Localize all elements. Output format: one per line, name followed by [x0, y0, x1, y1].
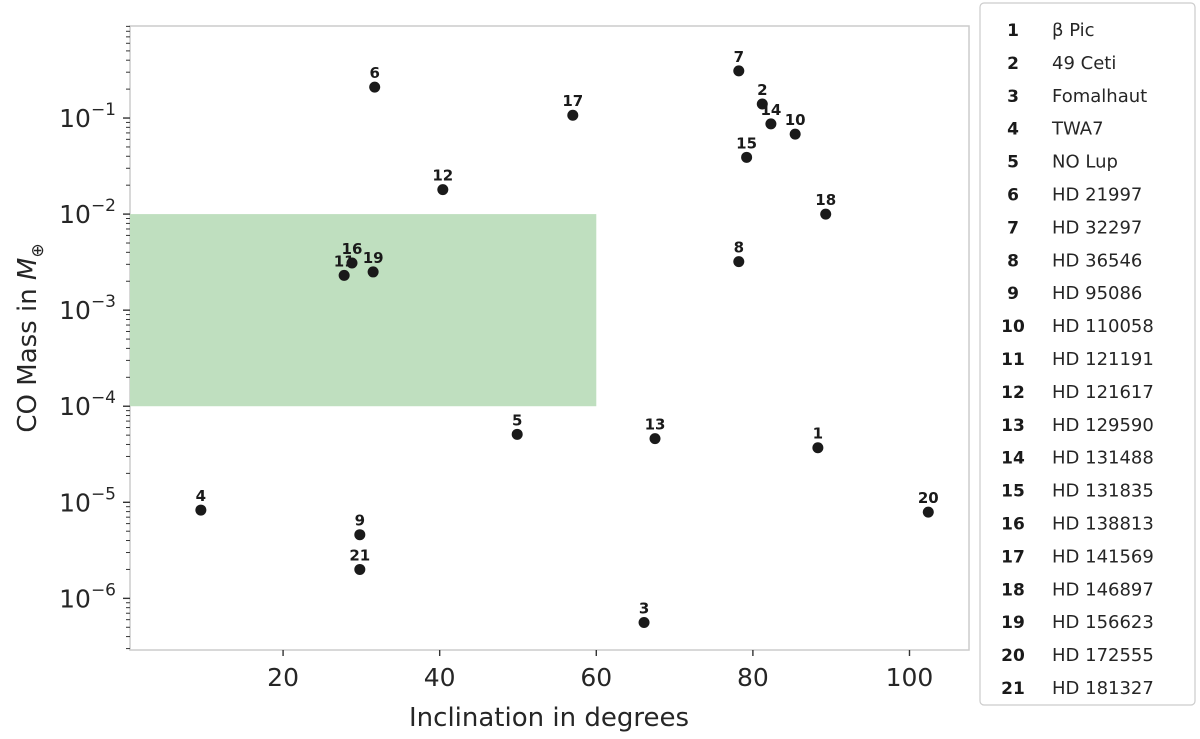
x-tick-label: 80	[737, 663, 769, 692]
y-tick-label: 10−1	[59, 100, 116, 133]
point-label: 6	[369, 64, 379, 82]
data-point	[346, 257, 358, 269]
legend-number: 21	[1001, 679, 1025, 699]
legend-number: 17	[1001, 547, 1025, 567]
point-label: 20	[918, 489, 939, 507]
x-axis-label: Inclination in degrees	[409, 703, 689, 733]
point-label: 13	[645, 416, 666, 434]
y-tick-label: 10−5	[59, 484, 116, 517]
x-tick-label: 40	[424, 663, 456, 692]
legend-number: 19	[1001, 613, 1025, 633]
legend-name: Fomalhaut	[1052, 86, 1147, 107]
y-tick-label: 10−3	[59, 292, 116, 325]
legend-name: 49 Ceti	[1052, 53, 1116, 74]
legend-name: HD 21997	[1052, 185, 1142, 206]
data-point	[354, 529, 366, 541]
legend-name: HD 95086	[1052, 283, 1142, 304]
legend-name: HD 32297	[1052, 217, 1142, 238]
legend-name: TWA7	[1051, 119, 1104, 140]
x-tick-label: 20	[267, 663, 299, 692]
legend-name: HD 172555	[1052, 645, 1154, 666]
legend-number: 10	[1001, 317, 1025, 337]
data-point	[812, 442, 824, 454]
data-point	[638, 617, 650, 629]
x-tick-label: 100	[886, 663, 934, 692]
point-label: 15	[736, 134, 757, 152]
legend-name: HD 131835	[1052, 481, 1154, 502]
point-label: 4	[196, 487, 206, 505]
legend-name: β Pic	[1052, 20, 1095, 41]
data-point	[820, 208, 832, 220]
point-label: 16	[342, 240, 363, 258]
point-label: 3	[639, 600, 649, 618]
legend-number: 11	[1001, 350, 1025, 370]
legend-number: 4	[1007, 120, 1019, 140]
data-point	[567, 109, 579, 121]
legend-name: HD 146897	[1052, 579, 1154, 600]
data-point	[765, 118, 777, 130]
legend-number: 6	[1007, 186, 1019, 206]
legend-number: 15	[1001, 482, 1025, 502]
legend-number: 12	[1001, 383, 1025, 403]
point-label: 17	[562, 92, 583, 110]
y-tick-label: 10−2	[59, 196, 116, 229]
point-label: 2	[757, 81, 767, 99]
data-point	[367, 266, 379, 278]
point-label: 19	[363, 249, 384, 267]
data-point	[922, 506, 934, 518]
legend-name: HD 129590	[1052, 415, 1154, 436]
y-tick-label: 10−6	[59, 580, 116, 613]
x-tick-label: 60	[580, 663, 612, 692]
legend-number: 18	[1001, 580, 1025, 600]
data-point	[195, 504, 207, 516]
shaded-region	[130, 214, 597, 407]
data-point	[741, 151, 753, 163]
legend-number: 3	[1007, 87, 1019, 107]
point-label: 14	[760, 101, 781, 119]
point-label: 18	[815, 191, 836, 209]
data-point	[756, 98, 768, 110]
legend-name: HD 138813	[1052, 514, 1154, 535]
data-point	[437, 184, 449, 196]
point-label: 12	[432, 167, 453, 185]
y-axis-label: CO Mass in M⊕	[13, 243, 48, 432]
data-point	[354, 563, 366, 575]
point-label: 9	[355, 512, 365, 530]
data-point	[733, 65, 745, 77]
data-point	[369, 81, 381, 93]
legend-name: HD 121617	[1052, 382, 1154, 403]
data-point	[789, 128, 801, 140]
legend-number: 5	[1007, 153, 1019, 173]
point-label: 7	[734, 48, 744, 66]
legend-number: 13	[1001, 416, 1025, 436]
data-point	[338, 269, 350, 281]
legend-number: 9	[1007, 284, 1019, 304]
legend-number: 2	[1007, 54, 1019, 74]
legend-number: 14	[1001, 449, 1025, 469]
legend-name: HD 110058	[1052, 316, 1154, 337]
legend-name: NO Lup	[1052, 152, 1118, 173]
point-label: 8	[734, 239, 744, 257]
legend-number: 20	[1001, 646, 1025, 666]
point-label: 10	[785, 111, 806, 129]
legend-number: 8	[1007, 251, 1019, 271]
point-label: 21	[349, 546, 370, 564]
legend-name: HD 156623	[1052, 612, 1154, 633]
legend-name: HD 181327	[1052, 678, 1154, 699]
data-point	[649, 433, 661, 445]
legend-number: 1	[1007, 21, 1019, 41]
legend-number: 16	[1001, 515, 1025, 535]
legend-name: HD 36546	[1052, 250, 1142, 271]
y-tick-label: 10−4	[59, 388, 116, 421]
legend-number: 7	[1007, 218, 1019, 238]
data-point	[733, 256, 745, 268]
legend-name: HD 141569	[1052, 546, 1154, 567]
legend-name: HD 121191	[1052, 349, 1154, 370]
point-label: 1	[813, 425, 823, 443]
point-label: 5	[512, 411, 522, 429]
legend-name: HD 131488	[1052, 448, 1154, 469]
legend	[979, 2, 1196, 706]
data-point	[511, 428, 523, 440]
